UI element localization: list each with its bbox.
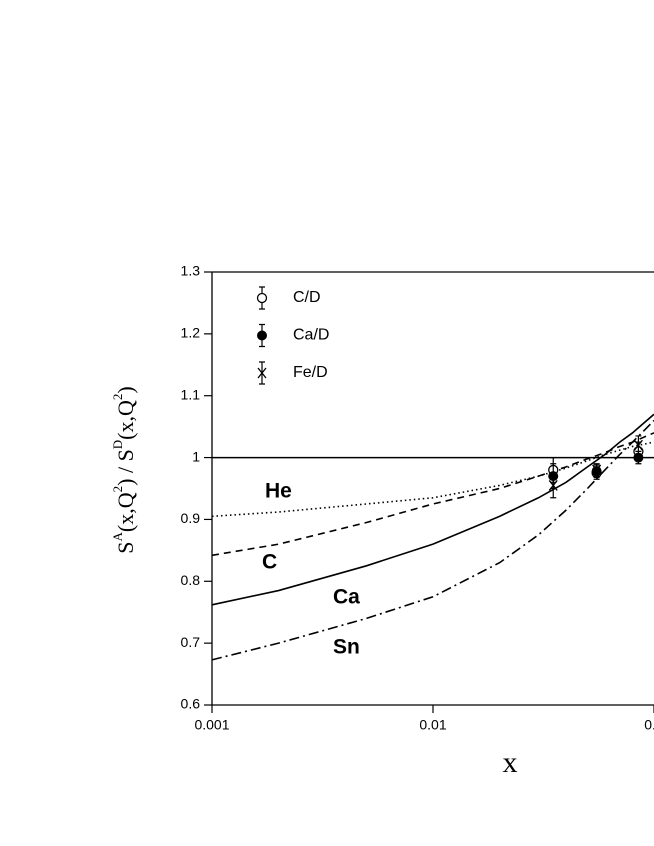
legend-label: Ca/D [293,327,329,344]
y-label-part: 2 [110,394,125,401]
y-label-part: A [110,531,125,541]
y-label-part: ) / S [113,449,138,486]
y-label-part: D [110,440,125,449]
y-tick-label: 0.7 [181,634,201,650]
y-label-part: (x,Q [113,400,138,440]
x-tick-label: 0.001 [194,717,229,733]
y-tick-label: 0.8 [181,572,201,588]
y-tick-label: 1.3 [181,263,201,279]
legend-marker [257,330,267,341]
marker [633,439,643,451]
x-axis-label: x [503,746,518,779]
marker [592,464,602,476]
y-tick-label: 1.2 [181,325,201,341]
y-label-part: S [113,541,138,553]
curve-label: Ca [333,586,360,609]
legend-marker [257,367,267,379]
y-label-part: 2 [110,486,125,493]
x-tick-label: 0.01 [419,717,446,733]
y-label-part: ) [113,386,138,393]
legend-label: C/D [293,289,321,306]
curve-label: He [265,480,292,503]
y-tick-label: 1.1 [181,386,201,402]
curve-label: Sn [333,636,360,659]
y-label-part: (x,Q [113,492,138,532]
curve [211,419,654,661]
y-axis-label: SA(x,Q2) / SD(x,Q2) [110,386,138,553]
curve [211,413,654,606]
y-tick-label: 1 [192,448,200,464]
y-tick-label: 0.6 [181,696,201,712]
marker [548,480,558,491]
curve [211,441,654,518]
x-tick-label: 0.1 [644,717,654,733]
legend-label: Fe/D [293,364,328,381]
y-tick-label: 0.9 [181,510,201,526]
legend-marker [256,292,268,304]
curve-label: C [262,551,277,574]
